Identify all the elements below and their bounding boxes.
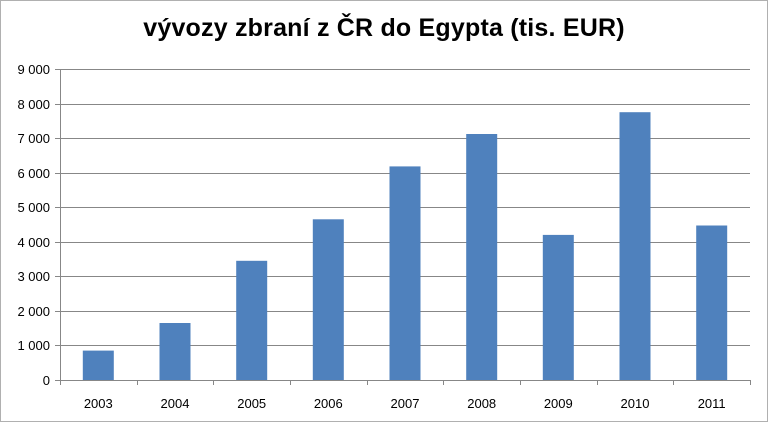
x-tick-label: 2007 — [391, 396, 420, 411]
x-tick-label: 2008 — [467, 396, 496, 411]
x-axis-tick-labels: 2003 2004 2005 2006 2007 2008 2009 2010 2011 — [84, 396, 726, 411]
y-tick-label: 6 000 — [17, 166, 50, 181]
bar-2003 — [82, 350, 114, 380]
bar-2006 — [312, 219, 344, 380]
y-tick-label: 0 — [43, 373, 50, 388]
x-tick-label: 2003 — [84, 396, 113, 411]
bar-2007 — [389, 166, 421, 380]
x-tick-label: 2005 — [237, 396, 266, 411]
y-tick-label: 9 000 — [17, 62, 50, 77]
chart-title: vývozy zbraní z ČR do Egypta (tis. EUR) — [143, 14, 625, 42]
x-tick-label: 2010 — [621, 396, 650, 411]
y-tick-label: 1 000 — [17, 338, 50, 353]
bar-2005 — [236, 260, 268, 380]
x-tick-label: 2011 — [698, 396, 726, 411]
x-tick-label: 2009 — [544, 396, 573, 411]
bar-2011 — [696, 225, 728, 380]
bar-2004 — [159, 323, 191, 380]
y-axis-tick-labels: 0 1 000 2 000 3 000 4 000 5 000 6 000 7 000 8 00… — [17, 62, 50, 388]
y-tick-label: 8 000 — [17, 97, 50, 112]
x-tick-label: 2006 — [314, 396, 343, 411]
bar-2010 — [619, 112, 651, 380]
bars — [82, 112, 728, 380]
x-tick-label: 2004 — [161, 396, 190, 411]
bar-2008 — [466, 134, 498, 380]
axes — [55, 69, 751, 385]
y-tick-label: 7 000 — [17, 131, 50, 146]
y-tick-label: 5 000 — [17, 200, 50, 215]
y-tick-label: 2 000 — [17, 304, 50, 319]
y-tick-label: 4 000 — [17, 235, 50, 250]
y-tick-label: 3 000 — [17, 269, 50, 284]
bar-2009 — [542, 234, 574, 380]
